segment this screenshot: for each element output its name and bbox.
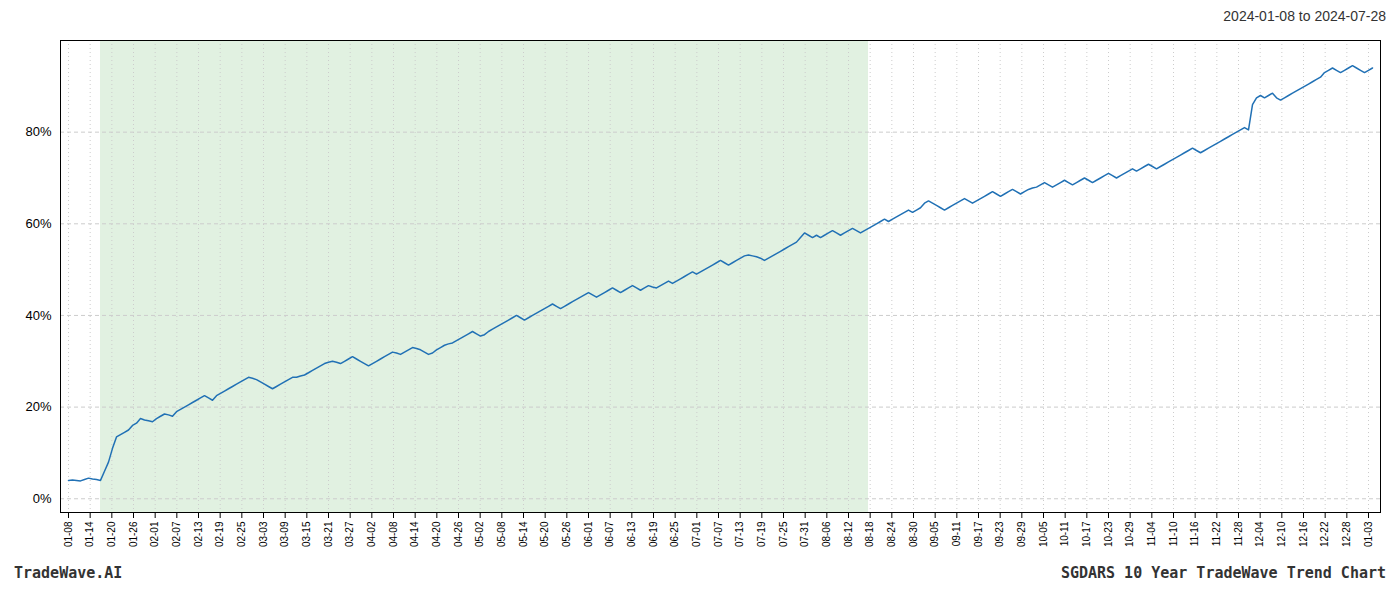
svg-text:02-13: 02-13 <box>193 521 204 547</box>
svg-text:10-11: 10-11 <box>1059 521 1070 546</box>
svg-text:02-07: 02-07 <box>171 521 182 547</box>
svg-text:06-07: 06-07 <box>604 521 615 547</box>
svg-text:01-03: 01-03 <box>1363 521 1374 547</box>
svg-text:03-03: 03-03 <box>258 521 269 547</box>
svg-text:11-10: 11-10 <box>1168 521 1179 546</box>
svg-text:11-22: 11-22 <box>1211 521 1222 546</box>
svg-text:12-04: 12-04 <box>1254 521 1265 547</box>
svg-text:11-16: 11-16 <box>1189 521 1200 546</box>
svg-text:40%: 40% <box>25 308 51 323</box>
svg-text:02-25: 02-25 <box>236 521 247 547</box>
svg-text:01-20: 01-20 <box>106 521 117 547</box>
svg-text:10-05: 10-05 <box>1038 521 1049 547</box>
svg-text:11-28: 11-28 <box>1233 521 1244 546</box>
svg-text:12-16: 12-16 <box>1298 521 1309 547</box>
svg-text:10-29: 10-29 <box>1124 521 1135 547</box>
svg-text:04-20: 04-20 <box>431 521 442 547</box>
svg-text:07-13: 07-13 <box>734 521 745 547</box>
svg-text:01-26: 01-26 <box>128 521 139 547</box>
svg-text:09-17: 09-17 <box>973 521 984 547</box>
svg-text:08-18: 08-18 <box>864 521 875 547</box>
svg-text:06-13: 06-13 <box>626 521 637 547</box>
svg-text:08-06: 08-06 <box>821 521 832 547</box>
svg-text:07-25: 07-25 <box>778 521 789 547</box>
svg-text:07-31: 07-31 <box>799 521 810 547</box>
svg-text:04-14: 04-14 <box>409 521 420 547</box>
svg-text:12-10: 12-10 <box>1276 521 1287 547</box>
svg-text:20%: 20% <box>25 399 51 414</box>
svg-text:09-29: 09-29 <box>1016 521 1027 547</box>
svg-text:05-14: 05-14 <box>518 521 529 547</box>
html-text:2024-01-08 to 2024-07-28: 2024-01-08 to 2024-07-28 <box>1223 8 1386 24</box>
svg-text:09-11: 09-11 <box>951 521 962 546</box>
html-text:TradeWave.AI: TradeWave.AI <box>14 564 123 582</box>
svg-text:01-08: 01-08 <box>63 521 74 547</box>
svg-text:11-04: 11-04 <box>1146 521 1157 546</box>
svg-text:06-19: 06-19 <box>648 521 659 547</box>
svg-text:06-01: 06-01 <box>583 521 594 547</box>
svg-text:08-30: 08-30 <box>908 521 919 547</box>
svg-text:01-14: 01-14 <box>84 521 95 547</box>
svg-text:02-01: 02-01 <box>149 521 160 547</box>
svg-text:03-15: 03-15 <box>301 521 312 547</box>
svg-text:04-08: 04-08 <box>388 521 399 547</box>
svg-text:07-07: 07-07 <box>713 521 724 547</box>
svg-text:02-19: 02-19 <box>214 521 225 547</box>
svg-text:09-05: 09-05 <box>929 521 940 547</box>
svg-text:04-02: 04-02 <box>366 521 377 547</box>
svg-text:03-27: 03-27 <box>344 521 355 547</box>
svg-text:08-24: 08-24 <box>886 521 897 547</box>
svg-text:05-02: 05-02 <box>474 521 485 547</box>
svg-text:06-25: 06-25 <box>669 521 680 547</box>
svg-text:04-26: 04-26 <box>453 521 464 547</box>
html-text:SGDARS 10 Year TradeWave Trend: SGDARS 10 Year TradeWave Trend Chart <box>1060 564 1386 582</box>
svg-text:80%: 80% <box>25 124 51 139</box>
svg-text:12-28: 12-28 <box>1341 521 1352 547</box>
svg-text:05-08: 05-08 <box>496 521 507 547</box>
svg-text:08-12: 08-12 <box>843 521 854 547</box>
svg-text:10-17: 10-17 <box>1081 521 1092 547</box>
svg-text:0%: 0% <box>33 491 52 506</box>
svg-text:60%: 60% <box>25 216 51 231</box>
svg-text:10-23: 10-23 <box>1103 521 1114 547</box>
svg-text:07-19: 07-19 <box>756 521 767 547</box>
svg-text:03-21: 03-21 <box>323 521 334 547</box>
svg-text:07-01: 07-01 <box>691 521 702 547</box>
svg-text:05-26: 05-26 <box>561 521 572 547</box>
svg-text:12-22: 12-22 <box>1319 521 1330 547</box>
svg-text:05-20: 05-20 <box>539 521 550 547</box>
svg-text:09-23: 09-23 <box>994 521 1005 547</box>
svg-text:03-09: 03-09 <box>279 521 290 547</box>
